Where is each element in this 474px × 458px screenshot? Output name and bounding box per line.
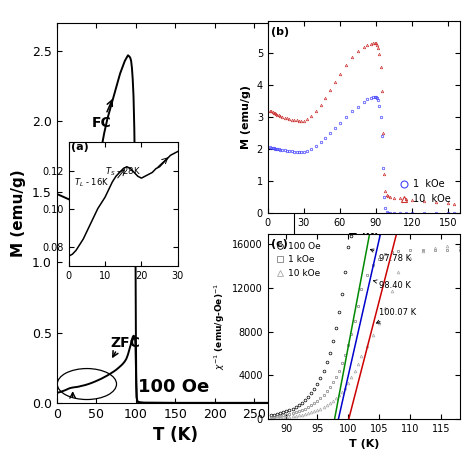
Text: $T_L$ - 16K: $T_L$ - 16K: [74, 177, 109, 189]
X-axis label: T (K): T (K): [348, 234, 379, 243]
Text: 97.78 K: 97.78 K: [370, 249, 411, 263]
Text: FC: FC: [91, 116, 111, 130]
Text: 100.07 K: 100.07 K: [376, 308, 416, 323]
X-axis label: T (K): T (K): [153, 426, 198, 444]
Text: ZFC: ZFC: [110, 336, 140, 350]
Y-axis label: $\chi^{-1}$ (emu/g-Oe)$^{-1}$: $\chi^{-1}$ (emu/g-Oe)$^{-1}$: [212, 283, 227, 370]
Text: (b): (b): [272, 27, 290, 37]
Text: (c): (c): [271, 239, 288, 249]
Text: 100 Oe: 100 Oe: [138, 378, 210, 396]
Text: $T_S$ - 28K: $T_S$ - 28K: [105, 165, 141, 178]
Text: (a): (a): [71, 142, 88, 152]
Text: 98.40 K: 98.40 K: [374, 280, 411, 290]
Y-axis label: M (emu/g): M (emu/g): [11, 169, 27, 257]
Legend: 1  kOe, 10  kOe: 1 kOe, 10 kOe: [394, 175, 455, 208]
Y-axis label: M (emu/g): M (emu/g): [241, 85, 251, 149]
Legend: 100 Oe, 1 kOe, 10 kOe: 100 Oe, 1 kOe, 10 kOe: [273, 238, 324, 281]
X-axis label: T (K): T (K): [348, 440, 379, 449]
